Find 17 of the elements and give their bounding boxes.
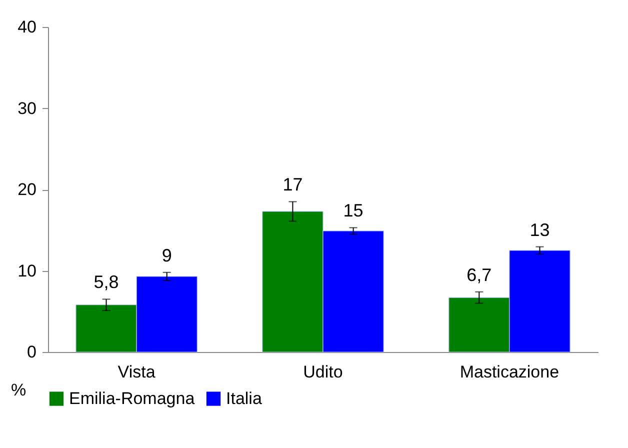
y-tick-label: 30 xyxy=(18,98,36,118)
y-axis-title: % xyxy=(10,380,26,400)
x-tick-label: Masticazione xyxy=(460,362,560,382)
y-tick-label: 10 xyxy=(18,261,36,280)
x-tick-label: Udito xyxy=(303,362,343,382)
legend-label: Emilia-Romagna xyxy=(69,388,196,408)
legend-label: Italia xyxy=(226,388,262,408)
data-label: 15 xyxy=(343,200,364,221)
y-tick-label: 40 xyxy=(18,18,36,36)
data-label: 9 xyxy=(162,245,172,266)
y-tick-label: 20 xyxy=(18,180,36,199)
y-tick-label: 0 xyxy=(27,342,36,362)
x-tick-label: Vista xyxy=(118,362,156,382)
data-label: 6,7 xyxy=(466,264,492,285)
data-label: 13 xyxy=(530,220,550,240)
data-label: 17 xyxy=(282,174,303,195)
data-label: 5,8 xyxy=(94,272,119,292)
